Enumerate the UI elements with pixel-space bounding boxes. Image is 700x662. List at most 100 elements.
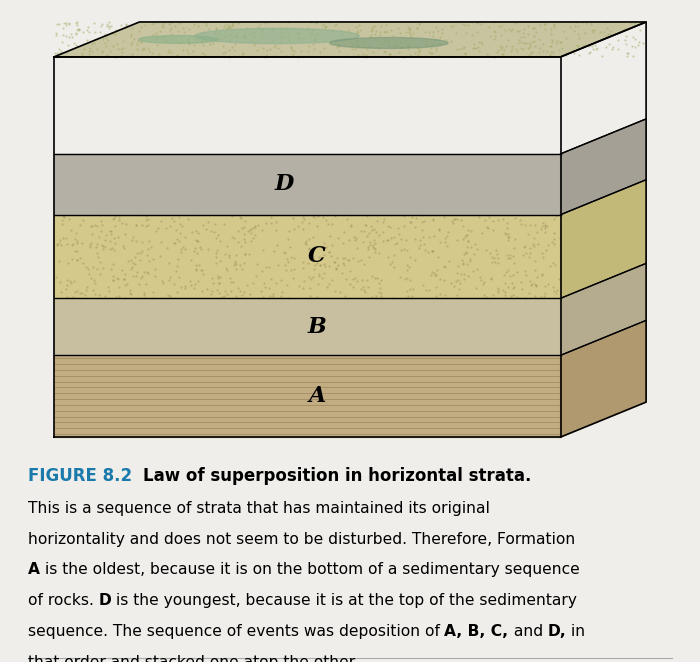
Point (485, 272, 496, 283)
Point (311, 17, 322, 28)
Point (451, 275, 462, 286)
Point (457, 220, 468, 231)
Point (106, 264, 117, 275)
Point (430, 42, 442, 53)
Point (148, 254, 159, 264)
Point (264, 261, 275, 272)
Point (413, 46, 424, 56)
Point (526, 46, 537, 57)
Point (237, 264, 248, 275)
Point (402, 40, 414, 51)
Point (398, 42, 409, 53)
Point (551, 38, 562, 49)
Point (321, 281, 332, 292)
Point (138, 43, 149, 54)
Point (437, 27, 448, 38)
Point (427, 31, 438, 42)
Point (154, 26, 165, 36)
Point (309, 35, 321, 46)
Point (425, 48, 436, 58)
Point (504, 253, 515, 263)
Point (473, 211, 484, 222)
Point (448, 218, 459, 228)
Point (414, 45, 426, 56)
Polygon shape (561, 179, 646, 299)
Point (517, 284, 528, 295)
Point (64, 214, 75, 225)
Point (512, 26, 523, 36)
Point (472, 17, 483, 28)
Point (138, 290, 149, 301)
Point (66, 254, 78, 265)
Bar (54, 355, 561, 437)
Point (89, 38, 100, 48)
Point (314, 260, 326, 270)
Point (221, 289, 232, 300)
Point (118, 43, 129, 54)
Point (66, 28, 77, 39)
Point (320, 260, 331, 271)
Point (103, 281, 114, 292)
Point (395, 42, 407, 53)
Point (57, 211, 69, 222)
Point (391, 39, 402, 50)
Point (162, 243, 173, 254)
Point (61, 31, 72, 42)
Point (458, 41, 469, 52)
Point (153, 48, 164, 59)
Point (426, 39, 438, 50)
Point (416, 216, 427, 227)
Point (426, 246, 438, 256)
Point (461, 242, 472, 253)
Point (58, 17, 69, 28)
Point (214, 278, 225, 289)
Point (63, 17, 74, 28)
Point (260, 218, 272, 229)
Point (508, 258, 519, 268)
Point (572, 40, 583, 51)
Point (347, 282, 358, 293)
Point (105, 21, 116, 32)
Point (524, 50, 535, 60)
Point (238, 228, 249, 239)
Point (490, 257, 501, 267)
Text: of rocks.: of rocks. (27, 593, 98, 608)
Point (506, 43, 517, 54)
Point (321, 242, 332, 252)
Point (113, 212, 125, 222)
Point (222, 241, 233, 252)
Point (125, 288, 136, 299)
Point (383, 49, 394, 60)
Point (480, 291, 491, 302)
Point (63, 19, 74, 29)
Point (468, 249, 480, 260)
Point (547, 51, 559, 62)
Point (351, 40, 362, 50)
Point (195, 244, 206, 254)
Point (301, 236, 312, 246)
Point (601, 30, 612, 41)
Point (525, 40, 536, 50)
Point (173, 211, 184, 222)
Point (577, 17, 588, 28)
Point (141, 250, 153, 260)
Point (63, 258, 74, 268)
Point (176, 220, 188, 231)
Point (318, 19, 330, 30)
Point (493, 285, 504, 296)
Point (228, 17, 239, 27)
Point (311, 28, 322, 39)
Point (568, 44, 579, 55)
Point (587, 27, 598, 38)
Point (358, 42, 370, 53)
Point (367, 25, 378, 36)
Point (256, 24, 267, 34)
Point (337, 258, 348, 268)
Point (345, 36, 356, 47)
Point (272, 43, 283, 54)
Point (82, 24, 93, 35)
Point (263, 283, 274, 294)
Point (201, 224, 212, 234)
Point (389, 250, 400, 260)
Point (580, 28, 591, 38)
